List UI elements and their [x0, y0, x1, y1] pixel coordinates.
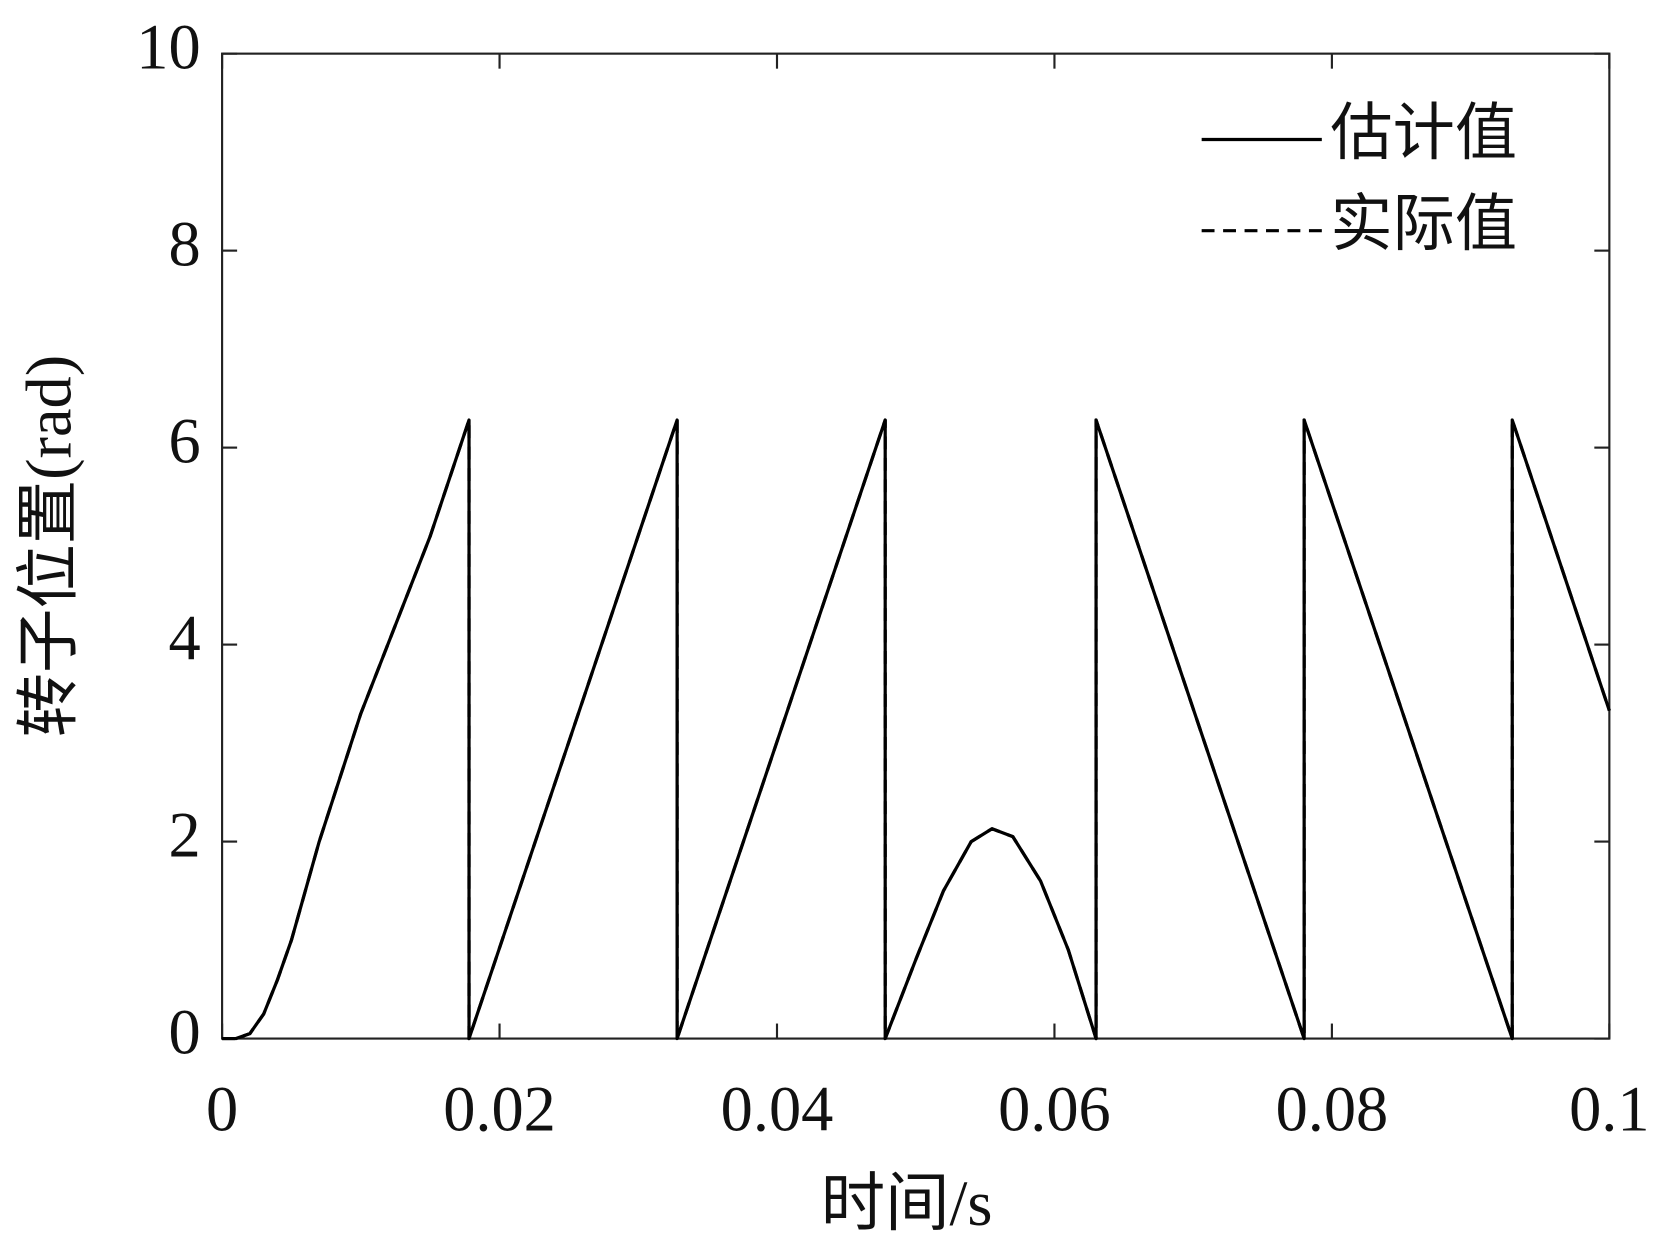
- y-tick-label: 8: [168, 208, 200, 279]
- plot-frame: [221, 52, 1611, 1040]
- legend-label: 估计值: [1330, 100, 1517, 168]
- series-line: [222, 418, 1611, 1041]
- x-tick-label: 0: [206, 1074, 238, 1145]
- y-tick-label: 0: [168, 996, 200, 1067]
- series-line: [222, 418, 1611, 1041]
- x-tick-label: 0.08: [1276, 1074, 1389, 1145]
- x-tick-label: 0.02: [443, 1074, 556, 1145]
- y-tick-label: 10: [136, 11, 200, 82]
- x-tick-label: 0.06: [998, 1074, 1111, 1145]
- x-axis-label: 时间/s: [821, 1168, 993, 1239]
- x-tick-label: 0.1: [1569, 1074, 1649, 1145]
- y-tick-label: 4: [168, 602, 200, 673]
- y-tick-label: 2: [168, 799, 200, 870]
- y-tick-label: 6: [168, 405, 200, 476]
- y-axis-label: 转子位置(rad): [14, 355, 85, 737]
- legend-label: 实际值: [1330, 191, 1517, 259]
- x-tick-label: 0.04: [721, 1074, 834, 1145]
